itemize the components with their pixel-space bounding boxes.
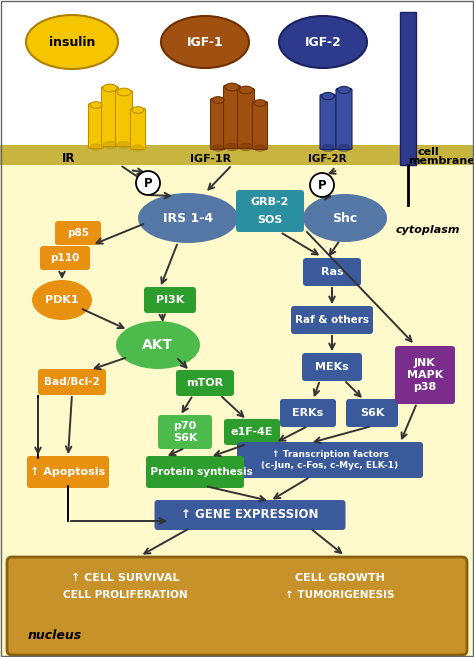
- Text: ↑ CELL SURVIVAL: ↑ CELL SURVIVAL: [71, 573, 179, 583]
- Text: P: P: [318, 179, 326, 192]
- FancyBboxPatch shape: [116, 91, 133, 147]
- Text: Shc: Shc: [332, 212, 357, 225]
- FancyBboxPatch shape: [89, 104, 103, 148]
- Text: Raf & others: Raf & others: [295, 315, 369, 325]
- Ellipse shape: [117, 141, 131, 149]
- Ellipse shape: [117, 88, 131, 96]
- Ellipse shape: [90, 144, 102, 150]
- FancyBboxPatch shape: [237, 442, 423, 478]
- Text: CELL PROLIFERATION: CELL PROLIFERATION: [63, 590, 187, 600]
- Text: p110: p110: [50, 253, 80, 263]
- Ellipse shape: [103, 141, 117, 149]
- Text: mTOR: mTOR: [186, 378, 224, 388]
- FancyBboxPatch shape: [0, 145, 474, 165]
- Text: membrane: membrane: [408, 156, 474, 166]
- FancyBboxPatch shape: [38, 369, 106, 395]
- FancyBboxPatch shape: [302, 353, 362, 381]
- Ellipse shape: [132, 106, 144, 113]
- FancyBboxPatch shape: [280, 399, 336, 427]
- FancyBboxPatch shape: [155, 500, 346, 530]
- FancyBboxPatch shape: [130, 108, 146, 150]
- Text: PI3K: PI3K: [156, 295, 184, 305]
- FancyBboxPatch shape: [336, 89, 352, 150]
- Ellipse shape: [136, 171, 160, 195]
- Text: ERKs: ERKs: [292, 408, 324, 418]
- FancyBboxPatch shape: [224, 85, 240, 148]
- FancyBboxPatch shape: [55, 221, 101, 245]
- Text: SOS: SOS: [257, 215, 283, 225]
- Ellipse shape: [254, 100, 266, 106]
- Text: ↑ Protein synthesis: ↑ Protein synthesis: [137, 467, 252, 477]
- Text: Bad/Bcl-2: Bad/Bcl-2: [44, 377, 100, 387]
- FancyBboxPatch shape: [346, 399, 398, 427]
- Ellipse shape: [161, 16, 249, 68]
- FancyBboxPatch shape: [395, 346, 455, 404]
- FancyBboxPatch shape: [236, 208, 304, 232]
- Text: ↑ GENE EXPRESSION: ↑ GENE EXPRESSION: [181, 509, 319, 522]
- FancyBboxPatch shape: [400, 12, 416, 165]
- Text: ↑ Apoptosis: ↑ Apoptosis: [30, 467, 106, 477]
- Ellipse shape: [337, 87, 350, 93]
- FancyBboxPatch shape: [27, 456, 109, 488]
- Text: cytoplasm: cytoplasm: [395, 225, 460, 235]
- FancyBboxPatch shape: [291, 306, 373, 334]
- Text: IGF-1: IGF-1: [187, 35, 223, 49]
- Text: GRB-2: GRB-2: [251, 197, 289, 207]
- Text: CELL GROWTH: CELL GROWTH: [295, 573, 385, 583]
- Text: IGF-2: IGF-2: [305, 35, 341, 49]
- Ellipse shape: [225, 83, 239, 91]
- FancyBboxPatch shape: [224, 419, 280, 445]
- Text: IGF-1R: IGF-1R: [190, 154, 231, 164]
- Ellipse shape: [32, 280, 92, 320]
- FancyBboxPatch shape: [101, 87, 118, 147]
- FancyBboxPatch shape: [210, 99, 226, 150]
- FancyBboxPatch shape: [40, 246, 90, 270]
- Ellipse shape: [254, 145, 266, 151]
- Ellipse shape: [138, 193, 238, 243]
- Text: Ras: Ras: [321, 267, 343, 277]
- FancyBboxPatch shape: [158, 415, 212, 449]
- FancyBboxPatch shape: [7, 557, 467, 655]
- Text: JNK
MAPK
p38: JNK MAPK p38: [407, 359, 443, 392]
- Text: e1F-4E: e1F-4E: [231, 427, 273, 437]
- Ellipse shape: [310, 173, 334, 197]
- FancyBboxPatch shape: [320, 95, 336, 150]
- Ellipse shape: [212, 145, 224, 151]
- Text: PDK1: PDK1: [45, 295, 79, 305]
- Text: p85: p85: [67, 228, 89, 238]
- Ellipse shape: [132, 145, 144, 151]
- FancyBboxPatch shape: [253, 101, 267, 150]
- Text: IRS 1-4: IRS 1-4: [163, 212, 213, 225]
- FancyBboxPatch shape: [144, 287, 196, 313]
- Ellipse shape: [116, 321, 200, 369]
- Text: S6K: S6K: [360, 408, 384, 418]
- FancyBboxPatch shape: [0, 145, 474, 657]
- Text: ↑ TUMORIGENESIS: ↑ TUMORIGENESIS: [285, 590, 395, 600]
- Text: IR: IR: [62, 152, 75, 166]
- Text: IGF-2R: IGF-2R: [308, 154, 346, 164]
- Text: MEKs: MEKs: [315, 362, 349, 372]
- Text: ↑ Transcription factors
(c-Jun, c-Fos, c-Myc, ELK-1): ↑ Transcription factors (c-Jun, c-Fos, c…: [262, 450, 399, 470]
- Text: P: P: [144, 177, 152, 190]
- FancyBboxPatch shape: [176, 370, 234, 396]
- Ellipse shape: [321, 145, 335, 152]
- Ellipse shape: [303, 194, 387, 242]
- FancyBboxPatch shape: [236, 190, 304, 214]
- FancyBboxPatch shape: [146, 456, 244, 488]
- Ellipse shape: [26, 15, 118, 69]
- Text: p70
S6K: p70 S6K: [173, 421, 197, 443]
- FancyBboxPatch shape: [237, 89, 255, 148]
- Ellipse shape: [103, 84, 117, 92]
- Text: AKT: AKT: [143, 338, 173, 352]
- Ellipse shape: [279, 16, 367, 68]
- Ellipse shape: [90, 102, 102, 108]
- Ellipse shape: [225, 143, 239, 151]
- Ellipse shape: [239, 143, 253, 151]
- Ellipse shape: [337, 145, 350, 152]
- Ellipse shape: [212, 97, 224, 103]
- Text: insulin: insulin: [49, 35, 95, 49]
- Text: nucleus: nucleus: [28, 629, 82, 642]
- Text: cell: cell: [418, 147, 439, 157]
- FancyBboxPatch shape: [303, 258, 361, 286]
